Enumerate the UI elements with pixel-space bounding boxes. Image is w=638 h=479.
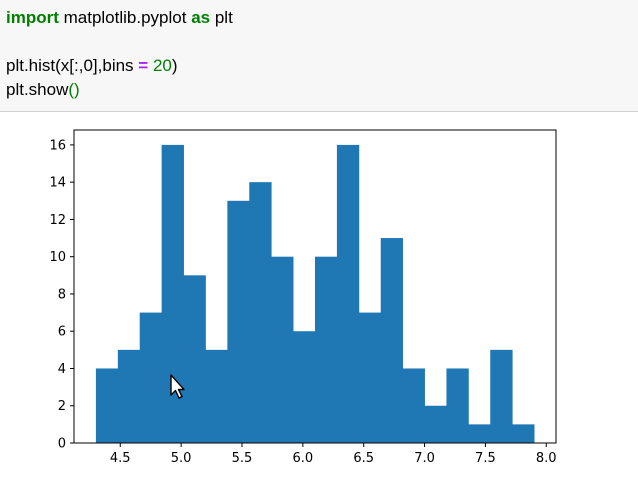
alias-name: plt bbox=[210, 8, 233, 27]
histogram-bar bbox=[271, 256, 294, 443]
code-line-show: plt.show() bbox=[6, 78, 638, 102]
histogram-bar bbox=[249, 182, 272, 443]
x-axis-ticks: 4.5 5.0 5.5 6.0 6.5 7.0 7.5 8.0 bbox=[110, 443, 557, 466]
y-tick-label: 14 bbox=[49, 176, 66, 191]
histogram-bar bbox=[380, 238, 404, 443]
histogram-bar bbox=[227, 200, 250, 443]
y-tick-label: 16 bbox=[49, 138, 66, 153]
histogram-bar bbox=[490, 349, 513, 443]
histogram-bar bbox=[424, 405, 447, 443]
bins-number: 20 bbox=[152, 56, 172, 75]
histogram-bars bbox=[95, 144, 535, 443]
y-tick-label: 10 bbox=[49, 250, 66, 265]
code-line-import: import matplotlib.pyplot as plt bbox=[6, 6, 638, 30]
x-tick-label: 6.0 bbox=[292, 451, 313, 466]
y-tick-label: 4 bbox=[58, 362, 66, 377]
mouse-pointer-icon bbox=[170, 374, 185, 399]
y-tick-label: 8 bbox=[58, 287, 66, 302]
keyword-as: as bbox=[191, 8, 211, 27]
histogram-bar bbox=[183, 275, 206, 443]
show-parens: () bbox=[68, 80, 80, 99]
histogram-bar bbox=[468, 424, 491, 443]
x-tick-label: 5.5 bbox=[232, 451, 253, 466]
histogram-bar bbox=[315, 256, 338, 443]
hist-call: plt.hist(x[:,0],bins bbox=[6, 56, 139, 75]
histogram-bar bbox=[402, 368, 425, 443]
keyword-import: import bbox=[6, 8, 59, 27]
show-call: plt.show bbox=[6, 80, 69, 99]
y-axis-ticks: 0 2 4 6 8 10 12 14 16 bbox=[49, 138, 74, 452]
module-name: matplotlib.pyplot bbox=[58, 8, 192, 27]
y-tick-label: 6 bbox=[58, 325, 66, 340]
code-cell-input[interactable]: import matplotlib.pyplot as plt plt.hist… bbox=[0, 0, 638, 112]
x-tick-label: 8.0 bbox=[536, 451, 557, 466]
histogram-bar bbox=[95, 368, 119, 443]
histogram-bar bbox=[336, 144, 360, 443]
assign-operator: = bbox=[138, 56, 149, 75]
cell-output-area: 4.5 5.0 5.5 6.0 6.5 7.0 7.5 8.0 0 2 4 6 8 10 12 14 16 bbox=[0, 113, 638, 479]
x-tick-label: 7.5 bbox=[475, 451, 496, 466]
y-tick-label: 12 bbox=[49, 213, 66, 228]
histogram-bar bbox=[358, 312, 382, 443]
histogram-bar bbox=[161, 144, 184, 443]
histogram-bar bbox=[117, 349, 141, 443]
histogram-chart: 4.5 5.0 5.5 6.0 6.5 7.0 7.5 8.0 0 2 4 6 8 10 12 14 16 bbox=[49, 129, 557, 466]
histogram-bar bbox=[512, 424, 535, 443]
code-line-hist: plt.hist(x[:,0],bins = 20) bbox=[6, 54, 638, 78]
x-tick-label: 5.0 bbox=[171, 451, 192, 466]
code-line-blank bbox=[6, 30, 638, 54]
y-tick-label: 0 bbox=[58, 437, 66, 452]
histogram-bar bbox=[139, 312, 163, 443]
histogram-bar bbox=[205, 349, 228, 443]
x-tick-label: 7.0 bbox=[414, 451, 435, 466]
y-tick-label: 2 bbox=[58, 399, 66, 414]
axes-frame bbox=[73, 129, 557, 444]
hist-close-paren: ) bbox=[171, 56, 178, 75]
histogram-bar bbox=[446, 368, 469, 443]
x-tick-label: 6.5 bbox=[353, 451, 374, 466]
histogram-bar bbox=[293, 331, 316, 443]
x-tick-label: 4.5 bbox=[110, 451, 131, 466]
